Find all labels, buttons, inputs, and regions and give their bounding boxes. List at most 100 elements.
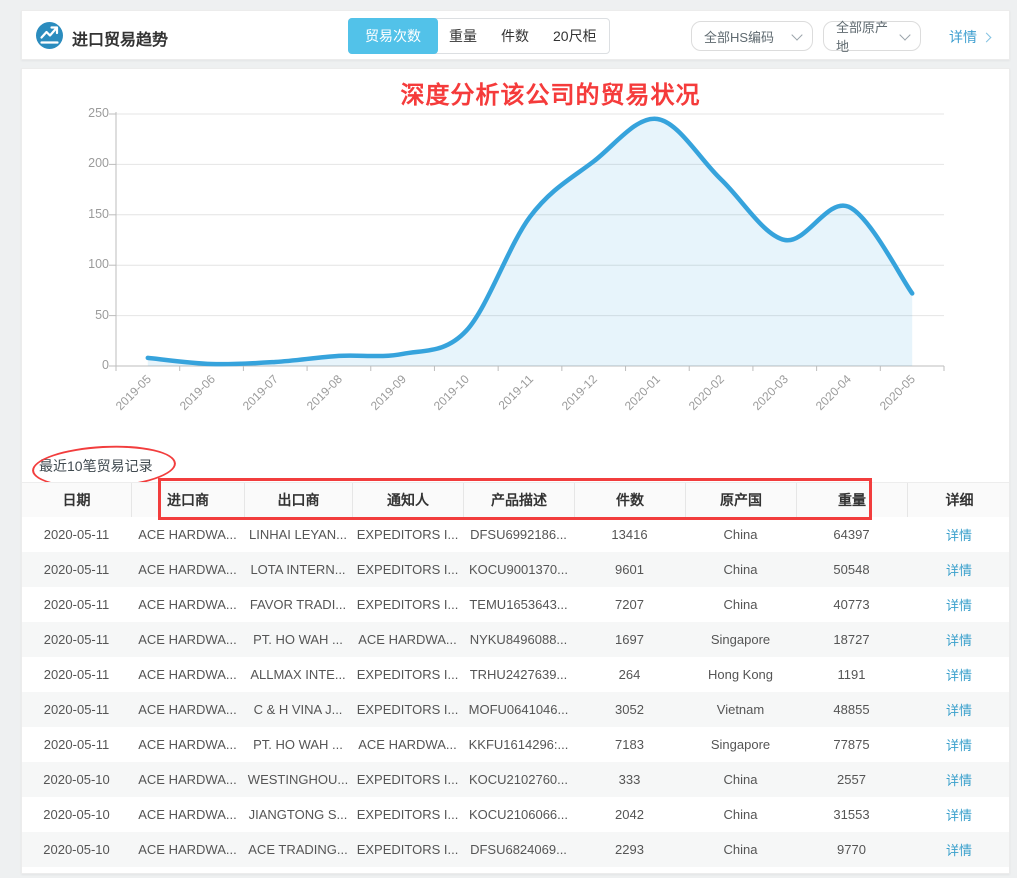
col-exporter: 出口商 bbox=[244, 483, 352, 517]
cell-qty: 2042 bbox=[615, 807, 644, 822]
hs-code-filter[interactable]: 全部HS编码 bbox=[691, 21, 813, 51]
cell-exporter: ALLMAX INTE... bbox=[250, 667, 346, 682]
cell-origin: Vietnam bbox=[716, 702, 765, 717]
cell-detail: 详情 bbox=[907, 832, 1009, 867]
table-row: 2020-05-10 ACE HARDWA... WESTINGHOU... EXPE… bbox=[22, 762, 1009, 797]
cell-date: 2020-05-10 bbox=[43, 807, 110, 822]
cell-notify: EXPEDITORS I... bbox=[356, 527, 459, 542]
y-axis-label: 200 bbox=[88, 156, 109, 171]
records-table: 日期 进口商 出口商 通知人 产品描述 件数 原产国 重量 详细 2020-05-11 ACE H… bbox=[22, 482, 1009, 867]
cell-weight: 64397 bbox=[833, 527, 870, 542]
chart-canvas bbox=[109, 112, 945, 371]
cell-product: KOCU2106066... bbox=[468, 807, 568, 822]
origin-filter-label: 全部原产地 bbox=[836, 20, 889, 54]
metric-tab-group: 贸易次数 重量 件数 20尺柜 bbox=[348, 18, 610, 54]
cell-qty: 1697 bbox=[615, 632, 644, 647]
cell-qty: 9601 bbox=[615, 562, 644, 577]
cell-importer: ACE HARDWA... bbox=[138, 667, 237, 682]
header-detail-link-label: 详情 bbox=[949, 29, 977, 45]
row-detail-link[interactable]: 详情 bbox=[945, 633, 972, 648]
row-detail-link[interactable]: 详情 bbox=[945, 563, 972, 578]
table-row: 2020-05-11 ACE HARDWA... PT. HO WAH ... ACE… bbox=[22, 727, 1009, 762]
row-detail-link[interactable]: 详情 bbox=[945, 703, 972, 718]
cell-qty: 7183 bbox=[615, 737, 644, 752]
cell-notify: EXPEDITORS I... bbox=[356, 807, 459, 822]
cell-detail: 详情 bbox=[907, 552, 1009, 587]
cell-weight: 1191 bbox=[837, 667, 866, 682]
chevron-down-icon bbox=[791, 28, 803, 41]
table-row: 2020-05-11 ACE HARDWA... LOTA INTERN... EXP… bbox=[22, 552, 1009, 587]
tab-20ft-container[interactable]: 20尺柜 bbox=[553, 28, 597, 44]
cell-qty: 13416 bbox=[611, 527, 648, 542]
cell-origin: China bbox=[723, 562, 758, 577]
trend-line bbox=[145, 116, 915, 367]
row-detail-link[interactable]: 详情 bbox=[945, 738, 972, 753]
origin-filter[interactable]: 全部原产地 bbox=[823, 20, 921, 54]
cell-exporter: ACE TRADING... bbox=[248, 842, 348, 857]
cell-product: KOCU9001370... bbox=[468, 562, 568, 577]
table-row: 2020-05-11 ACE HARDWA... FAVOR TRADI... EXP… bbox=[22, 587, 1009, 622]
trend-up-icon bbox=[36, 22, 63, 49]
chevron-right-icon bbox=[981, 32, 992, 42]
y-axis-label: 150 bbox=[88, 206, 109, 221]
cell-exporter: PT. HO WAH ... bbox=[253, 632, 343, 647]
cell-product: TRHU2427639... bbox=[469, 667, 568, 682]
hs-code-filter-label: 全部HS编码 bbox=[704, 29, 775, 45]
cell-exporter: LOTA INTERN... bbox=[250, 562, 346, 577]
cell-detail: 详情 bbox=[907, 657, 1009, 692]
cell-notify: ACE HARDWA... bbox=[358, 737, 457, 752]
cell-qty: 3052 bbox=[615, 702, 644, 717]
cell-weight: 18727 bbox=[833, 632, 870, 647]
row-detail-link[interactable]: 详情 bbox=[945, 808, 972, 823]
row-detail-link[interactable]: 详情 bbox=[945, 528, 972, 543]
annotation-rectangle bbox=[158, 478, 872, 520]
cell-importer: ACE HARDWA... bbox=[138, 737, 237, 752]
cell-importer: ACE HARDWA... bbox=[138, 527, 237, 542]
table-body: 2020-05-11 ACE HARDWA... LINHAI LEYAN... EX… bbox=[22, 517, 1009, 867]
table-row: 2020-05-11 ACE HARDWA... ALLMAX INTE... EXP… bbox=[22, 657, 1009, 692]
cell-origin: China bbox=[723, 842, 758, 857]
cell-product: DFSU6992186... bbox=[470, 527, 567, 542]
cell-weight: 40773 bbox=[833, 597, 870, 612]
cell-qty: 7207 bbox=[615, 597, 644, 612]
trend-area-chart: 0 50 100 150 200 250 2019-05 2019-06 2019-07 2019… bbox=[22, 99, 1009, 449]
cell-weight: 50548 bbox=[833, 562, 870, 577]
cell-exporter: WESTINGHOU... bbox=[247, 772, 349, 787]
cell-origin: Singapore bbox=[710, 737, 771, 752]
cell-origin: China bbox=[723, 807, 758, 822]
trend-panel: 深度分析该公司的贸易状况 0 50 100 150 200 250 2019-05 2019-… bbox=[21, 68, 1010, 874]
cell-qty: 333 bbox=[618, 772, 641, 787]
tab-weight[interactable]: 重量 bbox=[449, 28, 477, 44]
records-title: 最近10笔贸易记录 bbox=[39, 458, 153, 474]
cell-date: 2020-05-10 bbox=[43, 772, 110, 787]
row-detail-link[interactable]: 详情 bbox=[945, 668, 972, 683]
col-notify: 通知人 bbox=[352, 483, 463, 517]
y-axis-label: 0 bbox=[102, 358, 109, 372]
row-detail-link[interactable]: 详情 bbox=[945, 843, 972, 858]
y-axis-label: 50 bbox=[95, 307, 109, 322]
cell-product: TEMU1653643... bbox=[469, 597, 568, 612]
cell-weight: 9770 bbox=[837, 842, 866, 857]
cell-importer: ACE HARDWA... bbox=[138, 842, 237, 857]
row-detail-link[interactable]: 详情 bbox=[945, 598, 972, 613]
col-importer: 进口商 bbox=[131, 483, 244, 517]
header-detail-link[interactable]: 详情 bbox=[949, 27, 992, 47]
cell-exporter: C & H VINA J... bbox=[253, 702, 343, 717]
cell-date: 2020-05-11 bbox=[43, 667, 110, 682]
cell-notify: EXPEDITORS I... bbox=[356, 667, 459, 682]
cell-detail: 详情 bbox=[907, 692, 1009, 727]
cell-date: 2020-05-11 bbox=[43, 527, 110, 542]
tab-quantity[interactable]: 件数 bbox=[501, 28, 529, 44]
table-row: 2020-05-11 ACE HARDWA... PT. HO WAH ... ACE… bbox=[22, 622, 1009, 657]
cell-detail: 详情 bbox=[907, 517, 1009, 552]
area-fill bbox=[147, 118, 913, 366]
col-weight: 重量 bbox=[796, 483, 907, 517]
tab-trade-count[interactable]: 贸易次数 bbox=[348, 18, 438, 54]
cell-product: KOCU2102760... bbox=[468, 772, 568, 787]
cell-notify: EXPEDITORS I... bbox=[356, 562, 459, 577]
cell-importer: ACE HARDWA... bbox=[138, 772, 237, 787]
page-title: 进口贸易趋势 bbox=[72, 32, 169, 49]
cell-date: 2020-05-11 bbox=[43, 737, 110, 752]
cell-notify: EXPEDITORS I... bbox=[356, 702, 459, 717]
row-detail-link[interactable]: 详情 bbox=[945, 773, 972, 788]
